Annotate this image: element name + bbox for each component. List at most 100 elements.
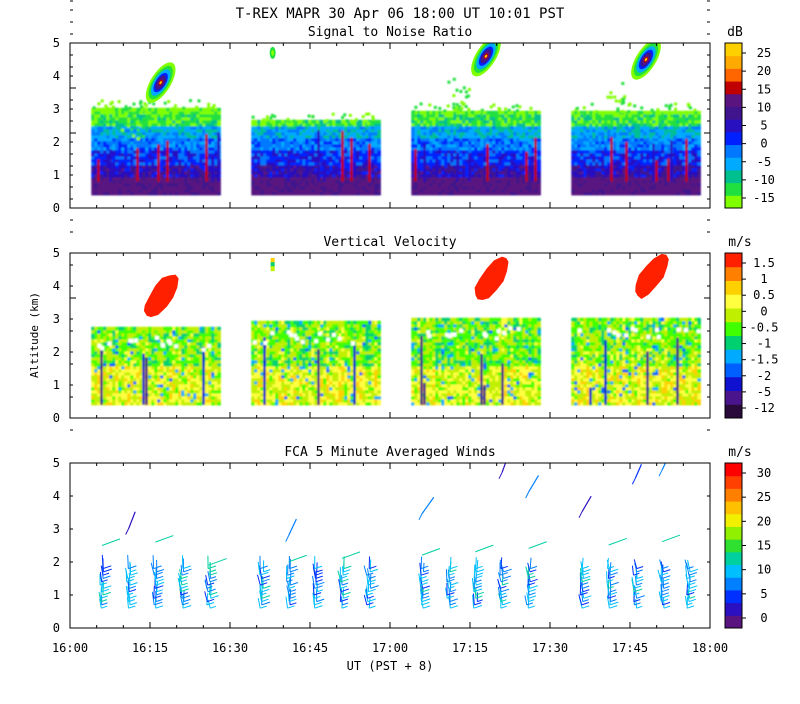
snr-cell [670, 140, 672, 181]
snr-cell [600, 111, 603, 114]
snr-cell [611, 111, 614, 114]
snr-cell [205, 134, 207, 181]
snr-cell [447, 105, 450, 108]
snr-cell [286, 122, 289, 125]
snr-cell [101, 99, 104, 102]
snr-cell [621, 102, 624, 105]
snr-cell [452, 103, 455, 106]
snr-cell [465, 111, 468, 114]
snr-cell [352, 122, 355, 125]
snr-cell [659, 112, 662, 115]
snr-cell [420, 102, 423, 105]
snr-cell [195, 106, 198, 109]
snr-cell [616, 114, 619, 117]
snr-cell [467, 95, 470, 98]
snr-cell [316, 120, 319, 123]
snr-cell [266, 115, 269, 118]
figure-title: T-REX MAPR 30 Apr 06 18:00 UT 10:01 PST [236, 6, 565, 22]
snr-cell [482, 112, 485, 115]
snr-cell [157, 145, 159, 182]
snr-cell [271, 114, 274, 117]
snr-cell [182, 107, 185, 110]
snr-cell [140, 105, 143, 108]
snr-cell [627, 110, 630, 113]
snr-cell [613, 96, 616, 99]
snr-cell [609, 91, 612, 94]
snr-spot [271, 50, 274, 56]
snr-cell [685, 111, 688, 114]
snr-cell [177, 108, 180, 111]
snr-cell [583, 106, 586, 109]
snr-cell [447, 81, 450, 84]
snr-cell [326, 119, 329, 122]
snr-cell [508, 109, 511, 112]
snr-cell [443, 109, 446, 112]
snr-cell [531, 156, 533, 182]
snr-cell [671, 111, 674, 114]
snr-cell [685, 139, 687, 182]
snr-cell [213, 104, 216, 107]
snr-cell [174, 104, 177, 107]
snr-cell [697, 111, 701, 115]
snr-cell [121, 118, 124, 121]
snr-cell [132, 135, 135, 138]
snr-cell [668, 107, 671, 110]
snr-cell [127, 125, 130, 128]
snr-cell [121, 129, 124, 132]
snr-cell [615, 100, 618, 103]
snr-cell [109, 102, 112, 105]
snr-cell [118, 100, 121, 103]
snr-cell [438, 107, 441, 110]
snr-cell [667, 158, 669, 181]
snr-cell [345, 119, 348, 122]
snr-cell [167, 100, 170, 103]
snr-cell [104, 105, 107, 108]
snr-cell [341, 116, 344, 119]
snr-cell [214, 108, 217, 111]
snr-cell [674, 108, 677, 111]
snr-cell [297, 122, 300, 125]
snr-cell [674, 103, 677, 106]
snr-cell [621, 82, 624, 85]
snr-cell [198, 99, 201, 102]
snr-cell [498, 108, 501, 111]
snr-cell [270, 120, 273, 123]
snr-cell [610, 96, 613, 99]
snr-cell [689, 106, 692, 109]
snr-cell [97, 102, 100, 105]
snr-cell [132, 109, 135, 112]
snr-cell [687, 104, 690, 107]
snr-cell [252, 116, 255, 119]
snr-cell [355, 118, 358, 121]
snr-cell [434, 106, 437, 109]
snr-cell [656, 108, 659, 111]
snr-cell [655, 161, 657, 182]
snr-cell [136, 148, 138, 182]
snr-cell [529, 107, 532, 110]
snr-cell [504, 108, 507, 111]
snr-cell [516, 104, 519, 107]
snr-cell [137, 137, 140, 140]
snr-cell [462, 103, 465, 106]
snr-cell [537, 111, 541, 115]
snr-cell [217, 108, 221, 112]
snr-cell [595, 110, 598, 113]
snr-cell [172, 107, 175, 110]
snr-cell [211, 155, 213, 181]
snr-cell [640, 106, 643, 109]
snr-cell [142, 135, 145, 138]
snr-cell [287, 118, 290, 121]
snr-cell [694, 109, 697, 112]
snr-cell [368, 144, 370, 182]
snr-cell [607, 96, 610, 99]
snr-cell [456, 153, 458, 182]
snr-cell [110, 107, 113, 110]
snr-cell [465, 91, 468, 94]
snr-cell [166, 141, 168, 182]
snr-cell [312, 115, 315, 118]
snr-cell [633, 104, 636, 107]
snr-cell [452, 94, 455, 97]
snr-cell [308, 115, 311, 118]
snr-heatmap [91, 31, 701, 195]
snr-cell [492, 104, 495, 107]
